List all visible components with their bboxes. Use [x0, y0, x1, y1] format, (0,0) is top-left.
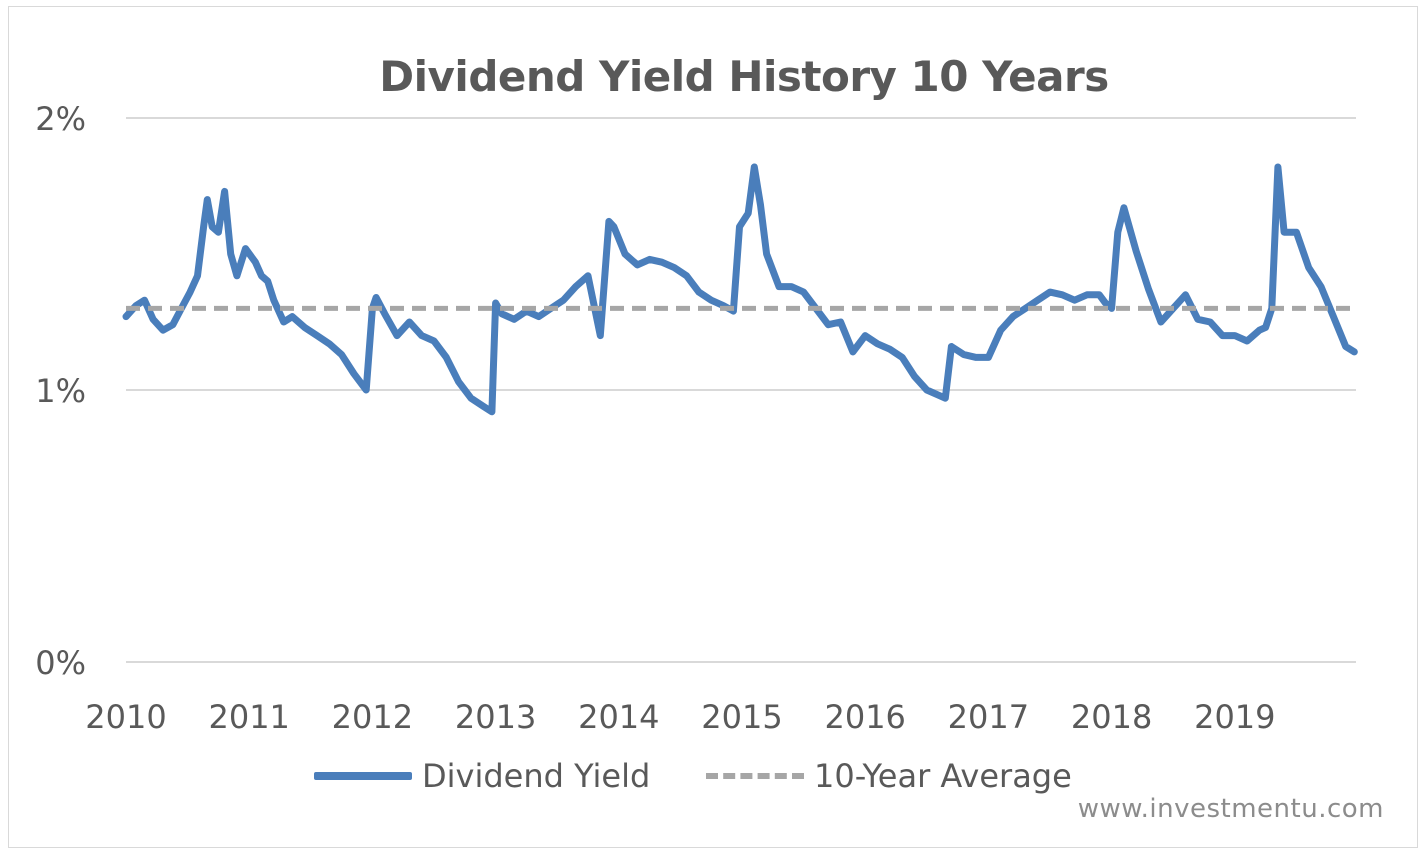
legend: Dividend Yield 10-Year Average — [0, 752, 1428, 800]
series-lines — [122, 163, 1358, 416]
y-tick-label: 2% — [35, 100, 86, 138]
chart-frame — [8, 6, 1418, 848]
series-line-dividend-yield — [122, 163, 1358, 416]
watermark: www.investmentu.com — [1077, 794, 1384, 824]
x-tick-label: 2011 — [208, 698, 289, 736]
x-tick-label: 2015 — [701, 698, 782, 736]
y-axis-ticks: 0% 1% 2% — [35, 100, 86, 682]
x-tick-label: 2016 — [824, 698, 905, 736]
x-tick-label: 2013 — [455, 698, 536, 736]
x-tick-label: 2010 — [85, 698, 166, 736]
legend-item-dividend-yield: Dividend Yield — [314, 752, 650, 800]
x-tick-label: 2018 — [1071, 698, 1152, 736]
legend-label-10-year-average: 10-Year Average — [814, 757, 1072, 795]
x-axis-ticks: 2010 2011 2012 2013 2014 2015 2016 2017 2018 2019 — [85, 698, 1275, 736]
gridlines — [126, 117, 1356, 663]
legend-swatch-dividend-yield — [314, 772, 412, 780]
x-tick-label: 2017 — [948, 698, 1029, 736]
legend-swatch-10-year-average — [706, 773, 804, 779]
x-tick-label: 2012 — [332, 698, 413, 736]
chart-title: Dividend Yield History 10 Years — [379, 52, 1109, 101]
x-tick-label: 2014 — [578, 698, 659, 736]
legend-item-10-year-average: 10-Year Average — [706, 752, 1072, 800]
y-tick-label: 0% — [35, 644, 86, 682]
y-tick-label: 1% — [35, 372, 86, 410]
x-tick-label: 2019 — [1194, 698, 1275, 736]
legend-label-dividend-yield: Dividend Yield — [422, 757, 651, 795]
